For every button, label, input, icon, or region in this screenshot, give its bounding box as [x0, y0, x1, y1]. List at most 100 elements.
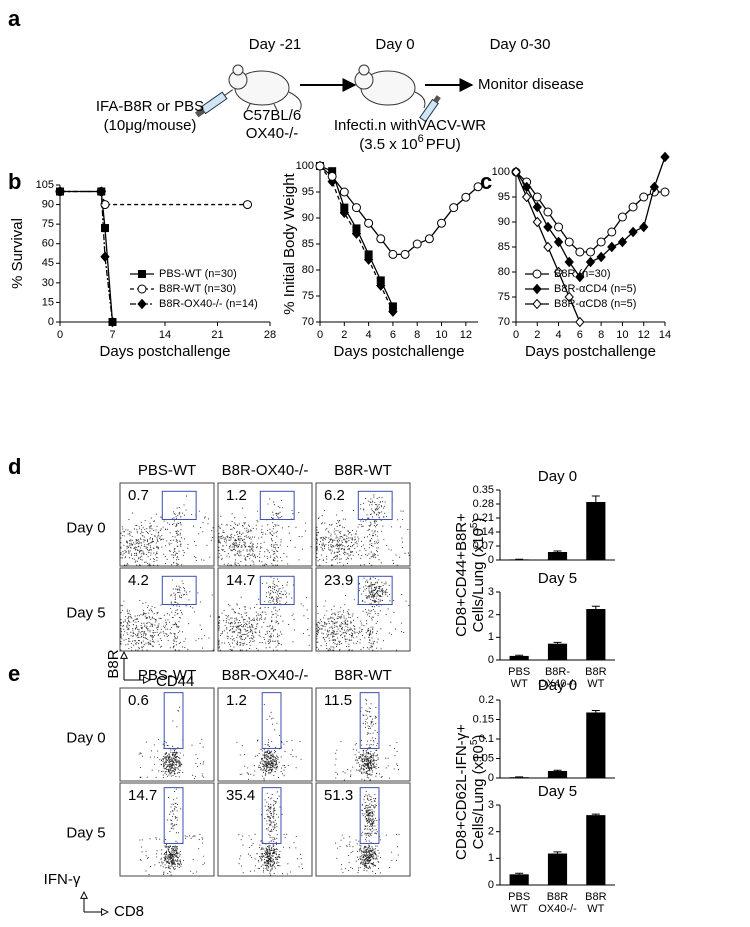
dot [198, 533, 200, 535]
dot [366, 764, 368, 766]
dot [300, 603, 302, 605]
dot [145, 616, 147, 618]
dot [231, 550, 233, 552]
dot [272, 592, 274, 594]
dot [272, 850, 275, 852]
marker [628, 226, 638, 238]
dot [176, 609, 178, 611]
dot [272, 598, 274, 600]
dot [338, 540, 340, 542]
dot [167, 758, 169, 761]
dot [268, 820, 270, 822]
dot [172, 816, 174, 818]
dot [332, 612, 334, 614]
dot [168, 755, 170, 757]
dot [344, 621, 347, 623]
dot [168, 867, 170, 869]
dot [368, 852, 371, 854]
dot [163, 538, 165, 540]
dot [402, 510, 404, 512]
dot [149, 631, 151, 633]
dot [170, 543, 172, 545]
dot [357, 554, 360, 556]
dot [335, 523, 337, 525]
dot [283, 775, 285, 777]
dot [356, 631, 358, 633]
dot [189, 591, 191, 593]
dot [169, 764, 171, 766]
dot [361, 852, 363, 854]
dot [348, 646, 350, 648]
dot [367, 861, 369, 863]
dot [250, 538, 252, 540]
dot [230, 534, 232, 536]
dot [173, 765, 175, 767]
dot [340, 615, 342, 617]
dot [372, 649, 374, 651]
y-tick-label: 30 [42, 277, 54, 289]
dot [396, 750, 398, 752]
dot [316, 552, 318, 555]
dot [264, 752, 266, 754]
dot-plot: 6.2 [315, 482, 411, 567]
dot [283, 833, 285, 835]
dot [363, 536, 366, 538]
dot [371, 619, 373, 621]
dot [280, 591, 282, 593]
dot [339, 616, 341, 618]
dot [375, 541, 377, 543]
dot [370, 523, 372, 525]
dot [239, 774, 241, 776]
dot [136, 626, 138, 628]
dot [268, 841, 270, 843]
dot [273, 821, 275, 823]
dot [266, 557, 269, 560]
dot [242, 644, 244, 647]
dot [375, 856, 377, 858]
dot [237, 632, 239, 634]
dot [266, 563, 268, 566]
dot [370, 721, 372, 723]
dot [164, 767, 166, 769]
error-bar [591, 710, 600, 713]
dot [334, 614, 336, 616]
dot [268, 797, 270, 799]
dot [125, 541, 128, 543]
dot [233, 542, 235, 544]
dot [276, 564, 279, 566]
dot [279, 734, 281, 737]
dot [169, 544, 171, 546]
dot [192, 774, 194, 776]
dot [386, 544, 388, 547]
dot [230, 536, 232, 538]
dot [373, 864, 375, 866]
dot [176, 564, 178, 566]
dot [157, 634, 159, 636]
dot [371, 718, 373, 720]
dot [267, 763, 270, 765]
marker [511, 166, 521, 178]
dot [258, 766, 260, 769]
dot [151, 640, 153, 643]
dot [231, 608, 233, 610]
marker [554, 222, 564, 232]
dot [370, 584, 372, 586]
dot [129, 621, 131, 623]
dot [260, 848, 262, 850]
dot [374, 543, 376, 545]
dot [374, 522, 376, 524]
dot [149, 865, 151, 868]
dot [183, 594, 185, 596]
dot [165, 767, 167, 769]
dot [234, 622, 236, 624]
dot [256, 617, 258, 619]
y-tick-label: 1 [488, 631, 494, 643]
dot [248, 846, 250, 849]
dot [232, 631, 234, 633]
dot [175, 552, 177, 554]
dot [372, 626, 374, 628]
dot [236, 546, 238, 548]
dot [154, 535, 156, 538]
dot [218, 525, 220, 527]
dot [359, 588, 361, 590]
